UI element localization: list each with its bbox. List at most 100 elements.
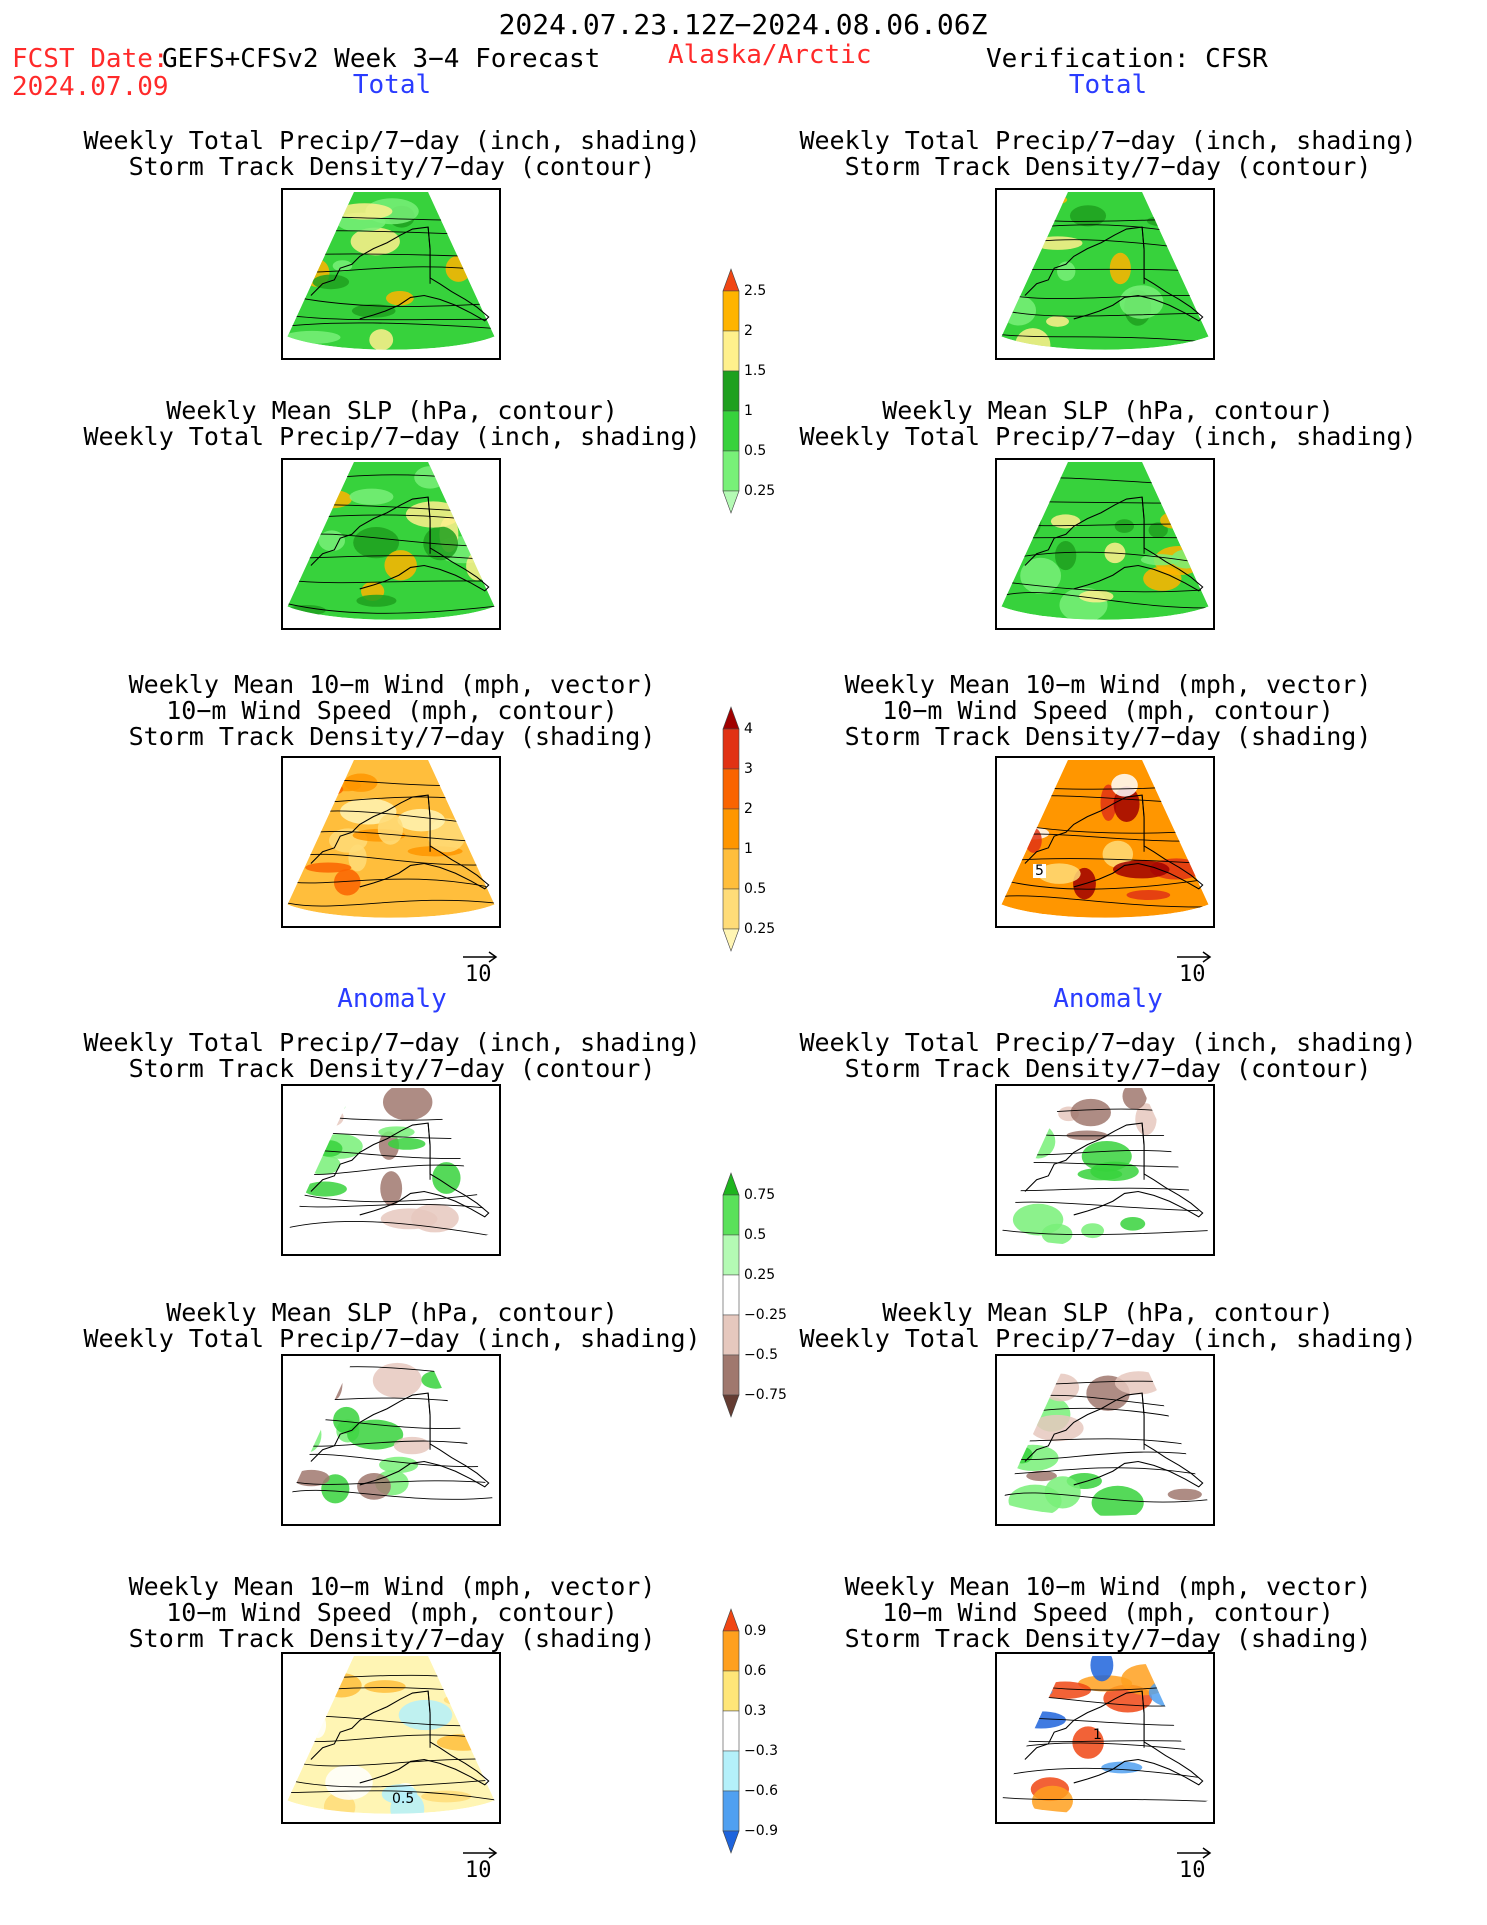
section-total-left: Total [352, 70, 432, 100]
colorbar-tick-label: −0.5 [744, 1347, 778, 1363]
panel-title-line: Storm Track Density/7−day (contour) [128, 152, 656, 181]
colorbar-tick-label: 3 [744, 761, 753, 777]
colorbar-swatch [722, 1394, 740, 1418]
panel-title-line: Weekly Total Precip/7−day (inch, shading… [799, 1028, 1417, 1057]
colorbar-swatch [722, 848, 740, 890]
map-anom-precip-forecast [281, 1084, 501, 1256]
map-total-wind-forecast [281, 756, 501, 928]
colorbar-swatch [722, 728, 740, 770]
date-range-title: 2024.07.23.12Z−2024.08.06.06Z [498, 8, 988, 41]
colorbar-swatch [722, 1750, 740, 1792]
colorbar-tick-label: 2 [744, 323, 753, 339]
map-total-precip-forecast [281, 188, 501, 360]
fcst-label: FCST Date: [12, 44, 169, 74]
colorbar-tick-label: −0.3 [744, 1743, 778, 1759]
colorbar-tick-label: 0.25 [744, 1267, 776, 1283]
colorbar-tick-label: 2.5 [744, 283, 767, 299]
panel-title-line: Weekly Total Precip/7−day (inch, shading… [83, 1028, 701, 1057]
panel-title-line: Storm Track Density/7−day (contour) [844, 1054, 1372, 1083]
colorbar-storm-anomaly [722, 1608, 740, 1854]
map-graphic [1001, 759, 1209, 918]
colorbar-tick-label: 0.6 [744, 1663, 767, 1679]
colorbar-swatch [722, 1630, 740, 1672]
panel-title-line: Storm Track Density/7−day (contour) [128, 1054, 656, 1083]
colorbar-swatch [722, 410, 740, 452]
colorbar-swatch [722, 808, 740, 850]
panel-title-line: 10−m Wind Speed (mph, contour) [166, 1598, 618, 1627]
colorbar-precip-total [722, 268, 740, 514]
map-graphic [287, 191, 495, 350]
colorbar-tick-label: 1 [744, 841, 753, 857]
colorbar-swatch [722, 928, 740, 952]
map-anom-slp-verification [995, 1354, 1215, 1526]
map-graphic [287, 461, 495, 620]
section-anomaly-left: Anomaly [337, 984, 447, 1014]
colorbar-swatch [722, 490, 740, 514]
map-graphic [1001, 1357, 1209, 1516]
map-contour-label: 0.5 [392, 1791, 415, 1807]
reference-vector-label: 10 [465, 1858, 492, 1883]
map-anom-wind-forecast [281, 1652, 501, 1824]
colorbar-swatch [722, 1608, 740, 1632]
reference-vector-label: 10 [465, 962, 492, 987]
colorbar-tick-label: 1.5 [744, 363, 767, 379]
colorbar-tick-label: 0.5 [744, 881, 767, 897]
colorbar-swatch [722, 370, 740, 412]
reference-vector-icon [1177, 1847, 1212, 1859]
colorbar-tick-label: 2 [744, 801, 753, 817]
panel-title-line: Storm Track Density/7−day (shading) [128, 1624, 656, 1653]
colorbar-tick-label: 0.25 [744, 483, 776, 499]
panel-title-line: Weekly Total Precip/7−day (inch, shading… [83, 422, 701, 451]
reference-vector-icon [463, 951, 498, 963]
colorbar-swatch [722, 1830, 740, 1854]
colorbar-tick-label: −0.25 [744, 1307, 787, 1323]
colorbar-swatch [722, 268, 740, 292]
panel-title-line: Weekly Total Precip/7−day (inch, shading… [799, 126, 1417, 155]
colorbar-tick-label: −0.9 [744, 1823, 778, 1839]
panel-title-line: Weekly Mean SLP (hPa, contour) [882, 1298, 1334, 1327]
reference-vector-icon [1177, 951, 1212, 963]
panel-title-line: Weekly Mean SLP (hPa, contour) [166, 396, 618, 425]
colorbar-tick-label: −0.6 [744, 1783, 778, 1799]
colorbar-tick-label: 0.5 [744, 1227, 767, 1243]
fcst-date: 2024.07.09 [12, 72, 169, 102]
colorbar-swatch [722, 1274, 740, 1316]
map-graphic [1001, 1087, 1209, 1246]
panel-title-line: 10−m Wind Speed (mph, contour) [166, 696, 618, 725]
colorbar-tick-label: −0.75 [744, 1387, 787, 1403]
reference-vector-label: 10 [1179, 962, 1206, 987]
panel-title-line: 10−m Wind Speed (mph, contour) [882, 696, 1334, 725]
map-graphic [1001, 461, 1209, 620]
colorbar-tick-label: 4 [744, 721, 753, 737]
colorbar-swatch [722, 1314, 740, 1356]
verification-label: Verification: CFSR [986, 44, 1268, 74]
map-graphic [1001, 191, 1209, 350]
map-graphic [287, 1357, 495, 1516]
panel-title-line: Storm Track Density/7−day (contour) [844, 152, 1372, 181]
colorbar-swatch [722, 1234, 740, 1276]
panel-title-line: Weekly Total Precip/7−day (inch, shading… [799, 1324, 1417, 1353]
colorbar-tick-label: 0.75 [744, 1187, 776, 1203]
map-total-precip-verification [995, 188, 1215, 360]
colorbar-tick-label: 1 [744, 403, 753, 419]
colorbar-swatch [722, 1670, 740, 1712]
map-graphic [287, 759, 495, 918]
colorbar-swatch [722, 1790, 740, 1832]
reference-vector-icon [463, 1847, 498, 1859]
region-label: Alaska/Arctic [668, 40, 872, 70]
map-graphic [287, 1655, 495, 1814]
colorbar-precip-anomaly [722, 1172, 740, 1418]
panel-title-line: 10−m Wind Speed (mph, contour) [882, 1598, 1334, 1627]
colorbar-storm-total [722, 706, 740, 952]
colorbar-swatch [722, 290, 740, 332]
panel-title-line: Weekly Mean SLP (hPa, contour) [166, 1298, 618, 1327]
panel-title-line: Weekly Total Precip/7−day (inch, shading… [83, 126, 701, 155]
colorbar-swatch [722, 1710, 740, 1752]
colorbar-tick-label: 0.3 [744, 1703, 767, 1719]
colorbar-swatch [722, 768, 740, 810]
colorbar-tick-label: 0.25 [744, 921, 776, 937]
colorbar-swatch [722, 1172, 740, 1196]
map-anom-precip-verification [995, 1084, 1215, 1256]
colorbar-swatch [722, 450, 740, 492]
panel-title-line: Weekly Total Precip/7−day (inch, shading… [83, 1324, 701, 1353]
